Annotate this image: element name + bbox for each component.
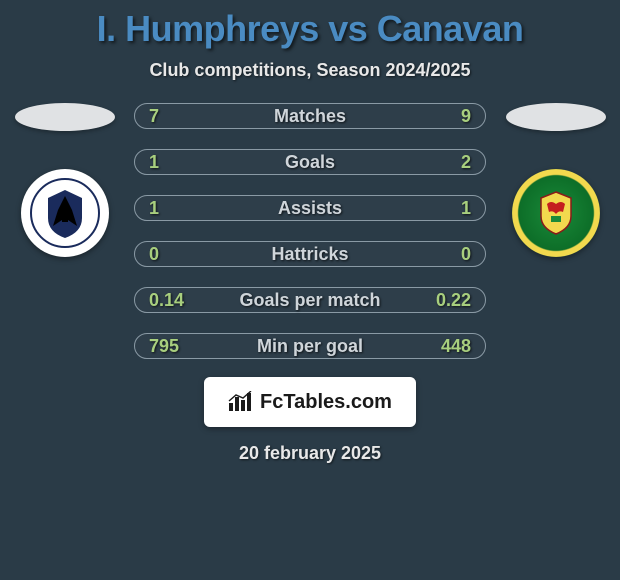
stat-label: Assists [278, 198, 342, 219]
subtitle: Club competitions, Season 2024/2025 [149, 60, 470, 81]
page-title: I. Humphreys vs Canavan [97, 8, 524, 50]
brand-text: FcTables.com [260, 391, 392, 414]
stat-row-matches: 7 Matches 9 [134, 103, 486, 129]
stat-right-value: 1 [427, 198, 471, 219]
shield-crest-icon [30, 178, 100, 248]
stat-label: Goals [285, 152, 335, 173]
stat-label: Hattricks [271, 244, 348, 265]
left-player-col [7, 103, 122, 257]
brand-badge[interactable]: FcTables.com [204, 377, 416, 427]
stat-right-value: 0 [427, 244, 471, 265]
stat-row-goals-per-match: 0.14 Goals per match 0.22 [134, 287, 486, 313]
bar-chart-icon [228, 391, 254, 413]
stat-right-value: 448 [427, 336, 471, 357]
stat-label: Min per goal [257, 336, 363, 357]
stat-left-value: 1 [149, 198, 193, 219]
stat-right-value: 9 [427, 106, 471, 127]
stat-left-value: 1 [149, 152, 193, 173]
right-player-head-placeholder [506, 103, 606, 131]
stat-row-assists: 1 Assists 1 [134, 195, 486, 221]
stat-left-value: 0 [149, 244, 193, 265]
stat-left-value: 7 [149, 106, 193, 127]
stat-row-min-per-goal: 795 Min per goal 448 [134, 333, 486, 359]
stat-row-goals: 1 Goals 2 [134, 149, 486, 175]
dragon-crest-icon [527, 184, 585, 242]
stat-label: Matches [274, 106, 346, 127]
stat-left-value: 0.14 [149, 290, 193, 311]
left-player-head-placeholder [15, 103, 115, 131]
stat-label: Goals per match [239, 290, 380, 311]
right-club-crest [512, 169, 600, 257]
stat-row-hattricks: 0 Hattricks 0 [134, 241, 486, 267]
stat-left-value: 795 [149, 336, 193, 357]
date-text: 20 february 2025 [239, 443, 381, 464]
stat-right-value: 0.22 [427, 290, 471, 311]
comparison-card: I. Humphreys vs Canavan Club competition… [0, 0, 620, 464]
stat-right-value: 2 [427, 152, 471, 173]
main-row: 7 Matches 9 1 Goals 2 1 Assists 1 0 Hatt… [0, 103, 620, 359]
left-club-crest [21, 169, 109, 257]
stats-column: 7 Matches 9 1 Goals 2 1 Assists 1 0 Hatt… [134, 103, 486, 359]
right-player-col [498, 103, 613, 257]
